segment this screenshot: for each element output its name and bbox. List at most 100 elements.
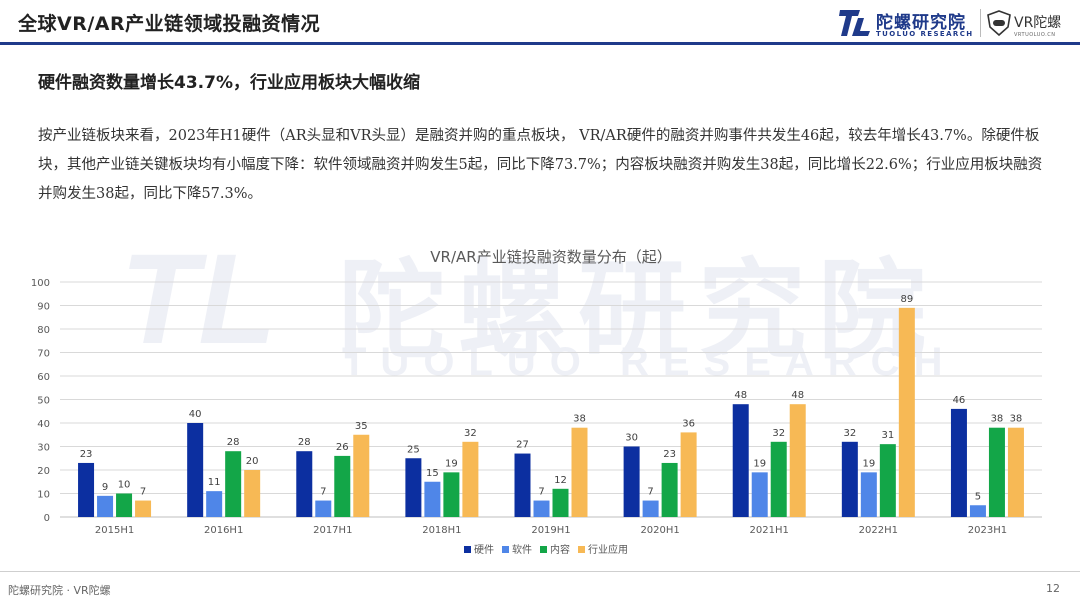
- data-label: 9: [102, 482, 108, 493]
- y-tick-label: 40: [37, 419, 50, 430]
- bar: [879, 444, 896, 517]
- chart-title: VR/AR产业链投融资数量分布（起）: [430, 248, 671, 266]
- y-tick-label: 30: [37, 443, 50, 454]
- page-title: 全球VR/AR产业链领域投融资情况: [18, 13, 321, 35]
- bar: [552, 488, 569, 517]
- bar: [225, 451, 242, 517]
- x-tick-label: 2016H1: [204, 525, 243, 536]
- bar: [969, 505, 986, 517]
- data-label: 7: [140, 487, 146, 498]
- tl-logo-icon: [839, 10, 870, 36]
- bar: [206, 491, 223, 517]
- data-label: 28: [227, 437, 240, 448]
- legend-label: 软件: [512, 543, 532, 556]
- bar: [353, 434, 370, 517]
- bar: [841, 441, 858, 517]
- footer-divider: [0, 571, 1080, 572]
- data-label: 32: [772, 428, 785, 439]
- data-label: 30: [625, 433, 638, 444]
- legend-label: 行业应用: [588, 543, 628, 556]
- data-label: 46: [953, 395, 966, 406]
- logo-en-text: TUOLUO RESEARCH: [876, 30, 974, 38]
- bar: [623, 446, 640, 517]
- bar: [571, 427, 588, 517]
- bar: [135, 500, 152, 517]
- partner-logo-sub: VRTUOLUO.CN: [1014, 32, 1056, 38]
- x-tick-label: 2020H1: [640, 525, 679, 536]
- bar: [770, 441, 787, 517]
- data-label: 27: [516, 440, 529, 451]
- legend-swatch: [540, 546, 547, 553]
- y-tick-label: 100: [31, 278, 50, 289]
- bar: [898, 307, 915, 517]
- y-tick-label: 60: [37, 372, 50, 383]
- data-label: 48: [734, 390, 747, 401]
- y-tick-label: 70: [37, 349, 50, 360]
- x-tick-label: 2015H1: [95, 525, 134, 536]
- data-label: 38: [991, 414, 1004, 425]
- data-label: 23: [663, 449, 676, 460]
- logo-divider: [980, 9, 981, 37]
- data-label: 25: [407, 444, 420, 455]
- data-label: 32: [843, 428, 856, 439]
- bar: [334, 455, 351, 517]
- logo-cn-text: 陀螺研究院: [876, 13, 966, 33]
- legend-swatch: [464, 546, 471, 553]
- data-label: 28: [298, 437, 311, 448]
- legend-swatch: [502, 546, 509, 553]
- x-tick-label: 2022H1: [859, 525, 898, 536]
- y-tick-label: 20: [37, 466, 50, 477]
- y-tick-label: 90: [37, 302, 50, 313]
- x-tick-label: 2018H1: [422, 525, 461, 536]
- data-label: 7: [538, 487, 544, 498]
- bar: [533, 500, 550, 517]
- partner-logo-text: VR陀螺: [1014, 15, 1062, 31]
- data-label: 5: [975, 491, 981, 502]
- data-label: 40: [189, 409, 202, 420]
- legend-label: 硬件: [474, 544, 494, 556]
- bar: [443, 472, 460, 517]
- data-label: 7: [647, 487, 653, 498]
- bar: [78, 462, 95, 517]
- data-label: 12: [554, 475, 567, 486]
- data-label: 48: [791, 390, 804, 401]
- data-label: 11: [208, 477, 221, 488]
- data-label: 35: [355, 421, 368, 432]
- data-label: 38: [573, 414, 586, 425]
- data-label: 19: [445, 458, 458, 469]
- vr-shield-icon: [987, 10, 1011, 36]
- bar: [988, 427, 1005, 517]
- data-label: 7: [320, 487, 326, 498]
- bar-chart: VR/AR产业链投融资数量分布（起） 0 10 20 30 40 50 60 70 80 90 100…: [31, 248, 1042, 556]
- data-label: 20: [246, 456, 259, 467]
- bar: [732, 404, 749, 517]
- header: 全球VR/AR产业链领域投融资情况 陀螺研究院 TUOLUO RESEARCH …: [0, 0, 1080, 45]
- data-label: 36: [682, 418, 695, 429]
- data-label: 19: [753, 458, 766, 469]
- y-tick-label: 80: [37, 325, 50, 336]
- header-divider: [0, 42, 1080, 45]
- data-label: 89: [900, 294, 913, 305]
- bar: [680, 432, 697, 517]
- bar: [950, 408, 967, 517]
- x-tick-label: 2017H1: [313, 525, 352, 536]
- page-number: 12: [1046, 582, 1060, 595]
- summary-paragraph: 按产业链板块来看，2023年H1硬件（AR头显和VR头显）是融资并购的重点板块，…: [38, 128, 1043, 202]
- bar: [187, 423, 204, 517]
- y-tick-label: 10: [37, 490, 50, 501]
- y-tick-label: 50: [37, 396, 50, 407]
- bar: [462, 441, 479, 517]
- bar: [789, 404, 806, 517]
- bar: [97, 495, 114, 517]
- x-tick-label: 2023H1: [968, 525, 1007, 536]
- legend-label: 内容: [550, 543, 570, 556]
- bar: [661, 462, 678, 517]
- data-label: 31: [881, 430, 894, 441]
- bar: [860, 472, 877, 517]
- x-tick-label: 2019H1: [531, 525, 570, 536]
- section-subtitle: 硬件融资数量增长43.7%，行业应用板块大幅收缩: [38, 73, 420, 93]
- brand-logo: 陀螺研究院 TUOLUO RESEARCH VR陀螺 VRTUOLUO.CN: [838, 6, 1068, 42]
- data-label: 23: [80, 449, 93, 460]
- bar: [751, 472, 768, 517]
- y-tick-label: 0: [44, 513, 50, 524]
